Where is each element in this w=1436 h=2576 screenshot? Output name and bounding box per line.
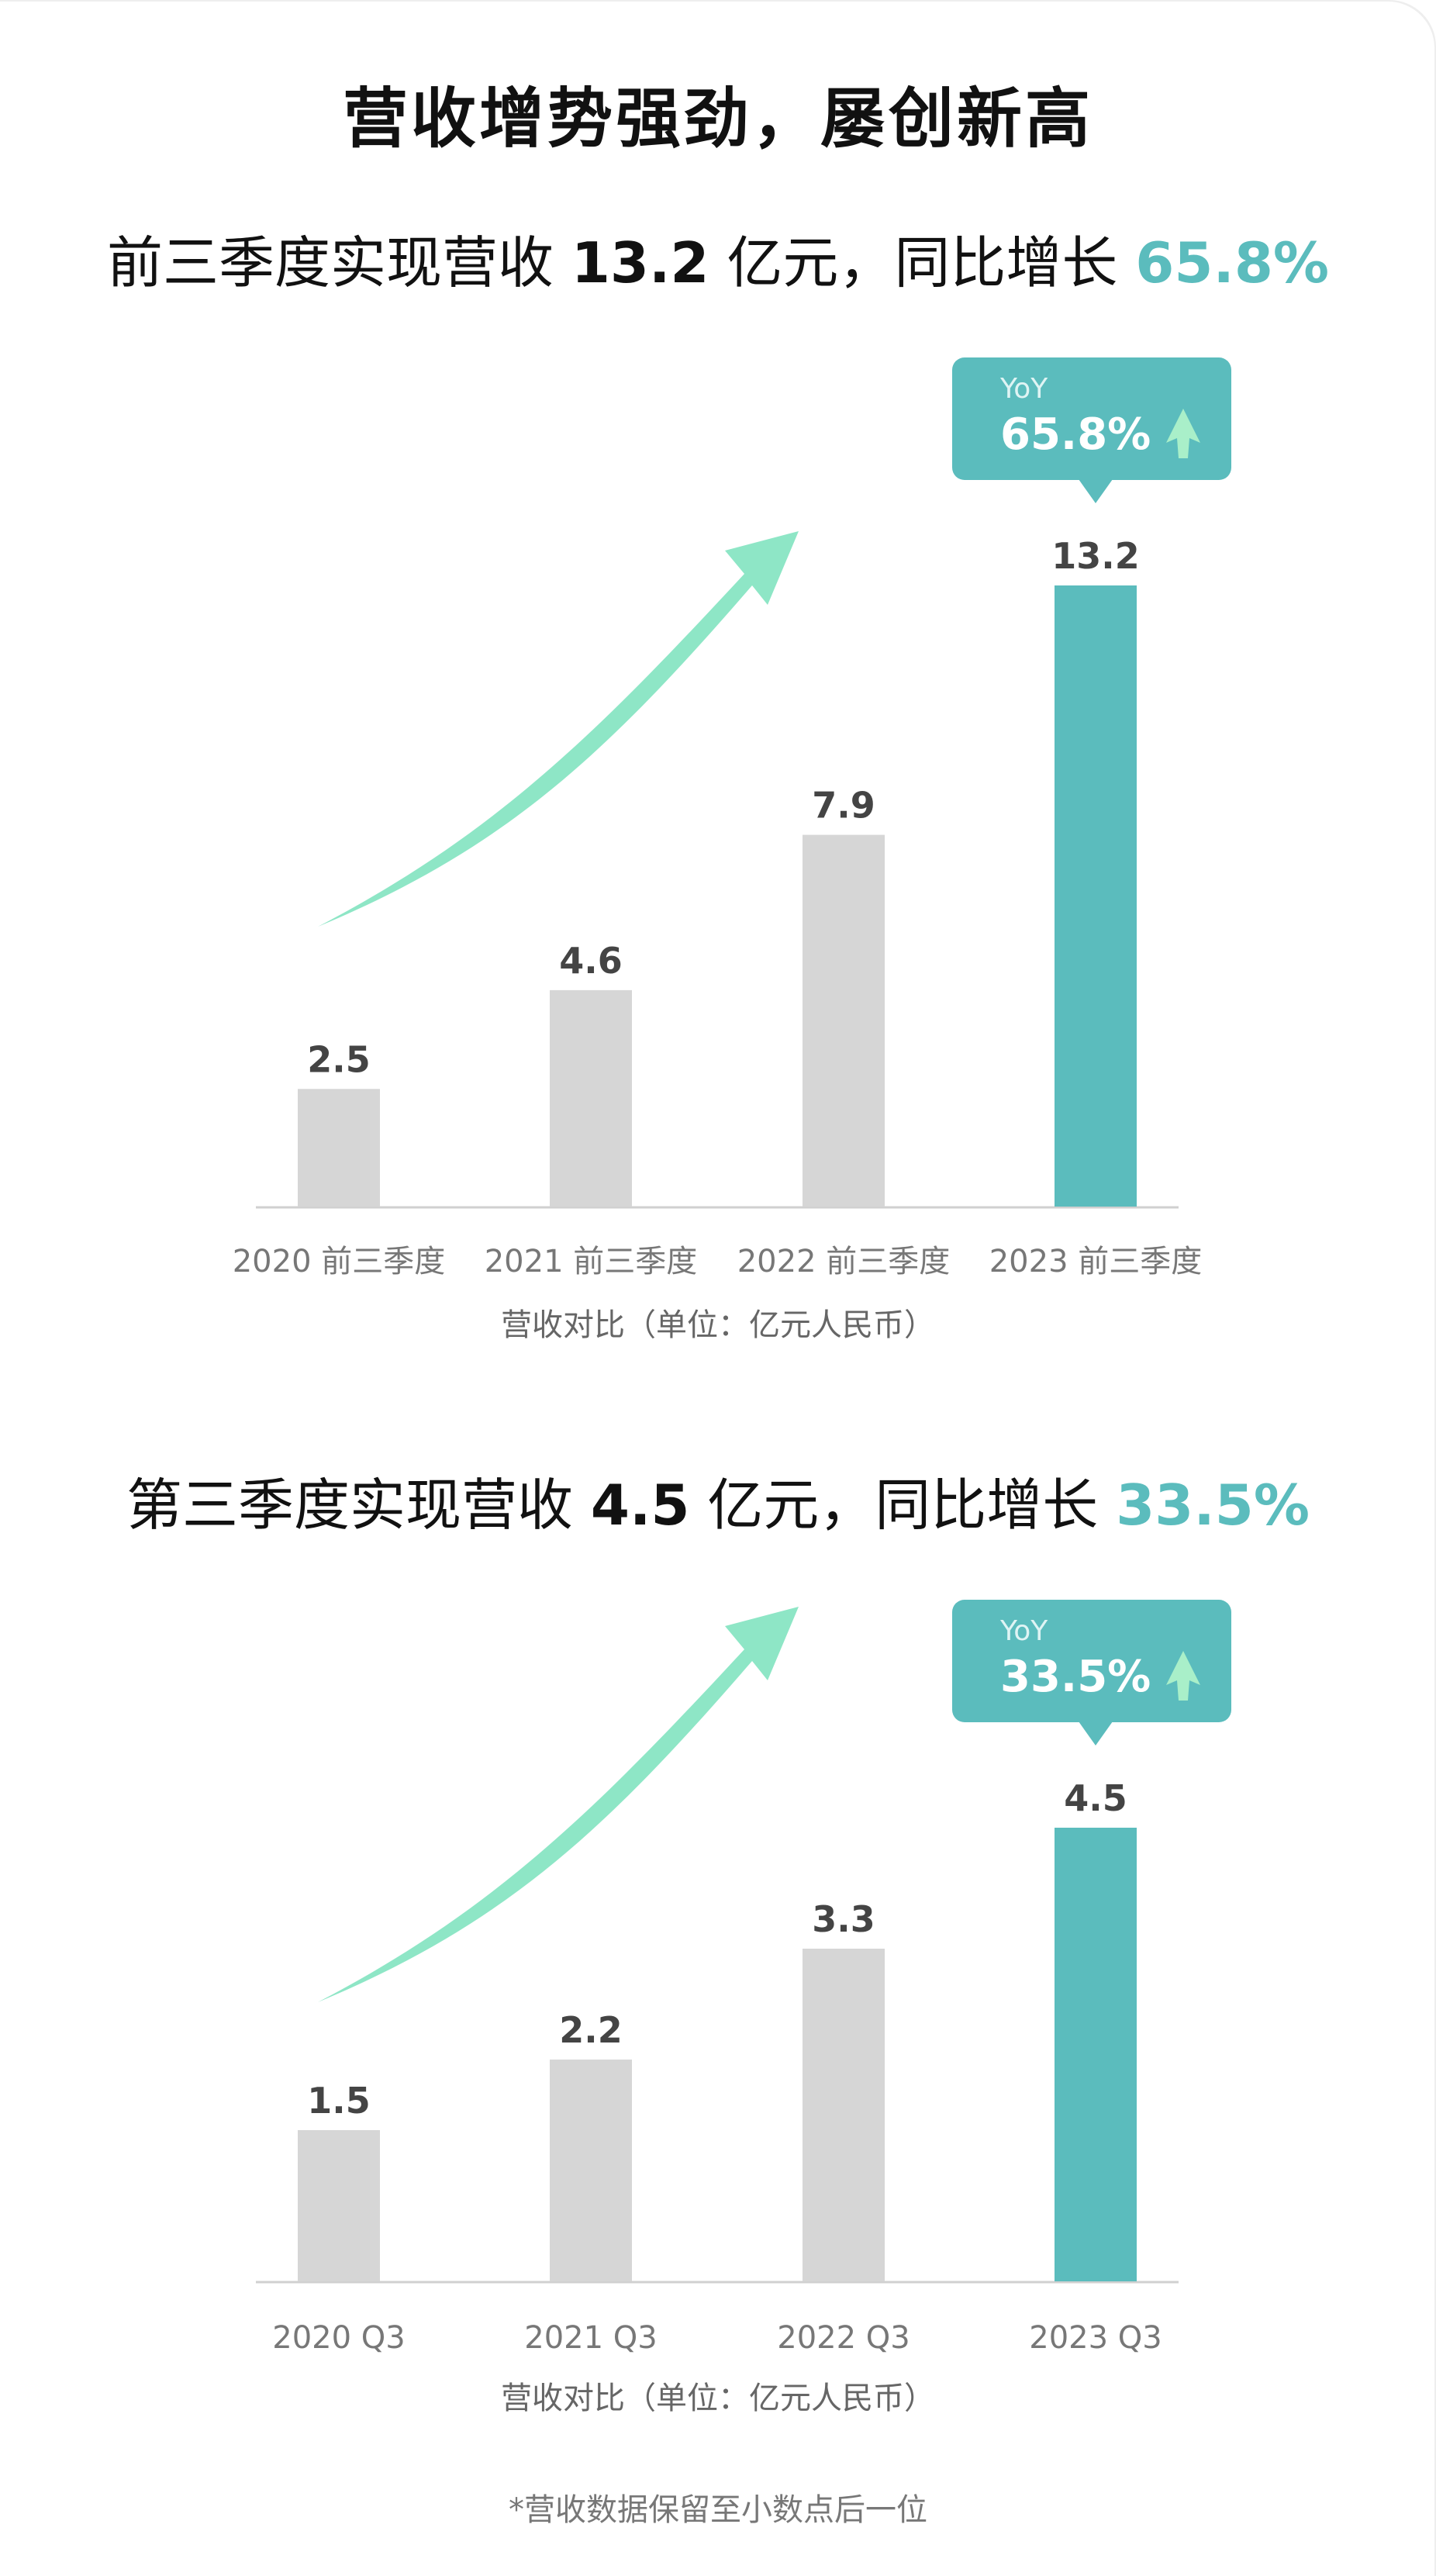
bar-2023-前三季度: [1055, 585, 1137, 1207]
yoy-callout-box: [952, 1600, 1231, 1722]
yoy-callout-pointer: [1079, 1721, 1113, 1746]
headline-ytd-value: 13.2: [571, 230, 709, 295]
chart-q3: 1.5 2020 Q3 2.2 2021 Q3 3.3 2022 Q3 4.5 2023 Q3…: [256, 1600, 1231, 2356]
headline-ytd-middle: 亿元，同比增长: [709, 230, 1136, 295]
x-tick-label: 2021 前三季度: [485, 1244, 698, 1279]
headline-ytd-pct: 65.8%: [1135, 230, 1330, 295]
yoy-value: 33.5%: [1000, 1652, 1151, 1702]
headline-q3-middle: 亿元，同比增长: [689, 1473, 1117, 1538]
trend-arrow-icon: [318, 531, 799, 927]
yoy-callout: YoY 33.5%: [952, 1600, 1231, 1746]
headline-q3-value: 4.5: [590, 1473, 690, 1538]
x-tick-label: 2023 Q3: [1029, 2320, 1162, 2356]
yoy-value: 65.8%: [1000, 409, 1151, 460]
caption-q3: 营收对比（单位：亿元人民币）: [501, 2381, 935, 2416]
bar-value-label: 13.2: [1051, 535, 1140, 577]
headline-ytd: 前三季度实现营收 13.2 亿元，同比增长 65.8%: [0, 217, 1436, 299]
x-tick-label: 2020 Q3: [272, 2320, 405, 2356]
bar-2021-Q3: [550, 2060, 632, 2281]
headline-q3-prefix: 第三季度实现营收: [126, 1473, 591, 1538]
up-arrow-icon: [1166, 1651, 1200, 1701]
x-tick-label: 2022 Q3: [777, 2320, 910, 2356]
headline-ytd-prefix: 前三季度实现营收: [106, 230, 571, 295]
bar-value-label: 1.5: [307, 2080, 371, 2122]
headline-q3: 第三季度实现营收 4.5 亿元，同比增长 33.5%: [0, 1459, 1436, 1541]
bar-value-label: 2.5: [307, 1038, 371, 1080]
yoy-label: YoY: [999, 373, 1048, 405]
bar-2022-Q3: [803, 1949, 885, 2281]
headline-q3-pct: 33.5%: [1116, 1473, 1310, 1538]
x-tick-label: 2022 前三季度: [737, 1244, 951, 1279]
bar-value-label: 4.5: [1064, 1777, 1127, 1819]
bar-2022-前三季度: [803, 834, 885, 1207]
trend-arrow-icon: [318, 1607, 799, 2002]
trend-arrow-shape: [318, 1607, 799, 2002]
yoy-label: YoY: [999, 1615, 1048, 1647]
trend-arrow-shape: [318, 531, 799, 927]
up-arrow-icon: [1166, 409, 1200, 458]
yoy-callout-box: [952, 357, 1231, 480]
bar-value-label: 2.2: [559, 2009, 623, 2051]
bar-2020-前三季度: [298, 1089, 380, 1207]
yoy-callout: YoY 65.8%: [952, 357, 1231, 503]
caption-ytd: 营收对比（单位：亿元人民币）: [501, 1307, 935, 1343]
bar-value-label: 3.3: [812, 1898, 875, 1940]
x-tick-label: 2021 Q3: [524, 2320, 657, 2356]
chart-ytd: 2.5 2020 前三季度 4.6 2021 前三季度 7.9 2022 前三季度 13.2…: [233, 357, 1231, 1279]
bar-value-label: 4.6: [559, 940, 623, 982]
x-tick-label: 2023 前三季度: [989, 1244, 1203, 1279]
footnote: *营收数据保留至小数点后一位: [509, 2492, 927, 2528]
bar-2020-Q3: [298, 2130, 380, 2281]
bar-2021-前三季度: [550, 989, 632, 1207]
bar-2023-Q3: [1055, 1828, 1137, 2281]
bar-value-label: 7.9: [812, 785, 875, 827]
page-title: 营收增势强劲，屡创新高: [342, 81, 1093, 157]
x-tick-label: 2020 前三季度: [233, 1244, 446, 1279]
yoy-callout-pointer: [1079, 479, 1113, 503]
